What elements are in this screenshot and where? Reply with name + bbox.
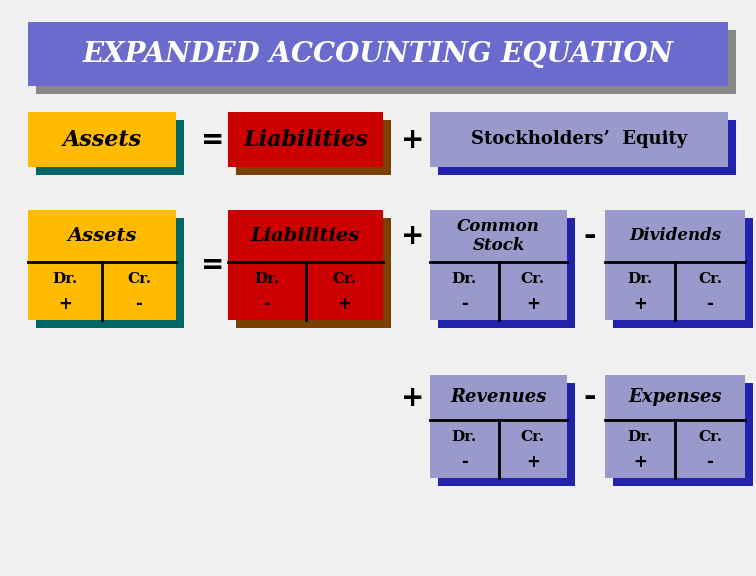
Text: -: -	[461, 453, 468, 471]
Bar	[438, 120, 736, 175]
Text: Common
Stock: Common Stock	[457, 218, 540, 254]
Text: Cr.: Cr.	[332, 272, 356, 286]
Text: Dr.: Dr.	[52, 272, 78, 286]
Text: +: +	[58, 295, 72, 313]
Text: Cr.: Cr.	[127, 272, 151, 286]
Text: Liabilities: Liabilities	[251, 227, 360, 245]
Bar	[36, 120, 184, 175]
Bar	[438, 218, 575, 328]
Text: -: -	[135, 295, 142, 313]
Text: -: -	[584, 222, 596, 251]
Text: Dr.: Dr.	[254, 272, 280, 286]
Text: EXPANDED ACCOUNTING EQUATION: EXPANDED ACCOUNTING EQUATION	[82, 40, 674, 67]
Text: -: -	[263, 295, 270, 313]
Bar	[228, 210, 383, 320]
Text: -: -	[707, 295, 714, 313]
Text: Liabilities: Liabilities	[243, 128, 368, 150]
Text: -: -	[584, 383, 596, 412]
Text: Dr.: Dr.	[627, 272, 652, 286]
Text: Dividends: Dividends	[629, 228, 721, 244]
Text: +: +	[401, 384, 425, 411]
Bar	[613, 218, 753, 328]
Text: Expenses: Expenses	[628, 388, 722, 407]
Bar	[28, 112, 176, 167]
Bar	[36, 218, 184, 328]
Text: Assets: Assets	[67, 227, 137, 245]
Text: Cr.: Cr.	[698, 272, 722, 286]
Bar	[438, 383, 575, 486]
Text: +: +	[401, 222, 425, 250]
Text: =: =	[201, 251, 225, 279]
Text: Revenues: Revenues	[451, 388, 547, 407]
Bar	[228, 112, 383, 167]
Bar	[36, 30, 736, 94]
Text: Dr.: Dr.	[451, 272, 477, 286]
Bar	[28, 22, 728, 86]
Text: =: =	[201, 126, 225, 153]
Text: Assets: Assets	[63, 128, 141, 150]
Text: +: +	[633, 453, 647, 471]
Text: Cr.: Cr.	[698, 430, 722, 445]
Bar	[236, 218, 391, 328]
Text: +: +	[526, 295, 540, 313]
Bar	[605, 210, 745, 320]
Bar	[613, 383, 753, 486]
Bar	[236, 120, 391, 175]
Text: +: +	[633, 295, 647, 313]
Text: Stockholders’  Equity: Stockholders’ Equity	[471, 131, 687, 149]
Text: Cr.: Cr.	[521, 430, 545, 445]
Bar	[430, 112, 728, 167]
Text: +: +	[401, 126, 425, 153]
Bar	[430, 375, 567, 478]
Text: Dr.: Dr.	[451, 430, 477, 445]
Bar	[605, 375, 745, 478]
Text: +: +	[337, 295, 352, 313]
Text: Dr.: Dr.	[627, 430, 652, 445]
Text: -: -	[461, 295, 468, 313]
Text: -: -	[707, 453, 714, 471]
Bar	[28, 210, 176, 320]
Bar	[430, 210, 567, 320]
Text: Cr.: Cr.	[521, 272, 545, 286]
Text: +: +	[526, 453, 540, 471]
